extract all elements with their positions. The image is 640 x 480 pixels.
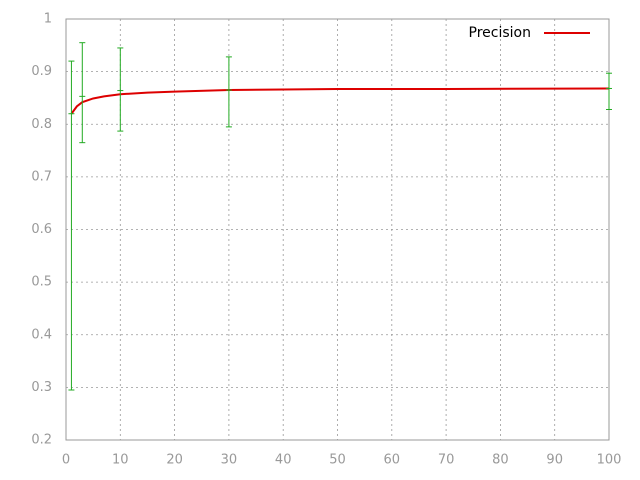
x-tick-label: 60 [384,453,401,468]
x-tick-label: 70 [438,453,455,468]
plot-border [65,18,610,441]
error-bar [225,56,232,128]
x-tick-label: 50 [329,453,346,468]
x-tick-label: 80 [492,453,509,468]
y-tick-label: 0.7 [31,169,52,184]
error-bar [117,47,124,132]
x-tick-label: 10 [112,453,129,468]
x-tick-label: 20 [166,453,183,468]
y-tick-label: 0.3 [31,380,52,395]
y-tick-label: 1 [44,12,52,27]
y-tick-label: 0.5 [31,275,52,290]
x-tick-label: 90 [546,453,563,468]
x-tick-label: 100 [597,453,622,468]
error-bar [606,72,612,111]
y-tick-label: 0.8 [31,117,52,132]
y-tick-label: 0.4 [31,327,52,342]
x-tick-label: 30 [221,453,238,468]
y-tick-label: 0.2 [31,433,52,448]
y-tick-label: 0.6 [31,222,52,237]
error-bar [79,42,86,144]
x-tick-label: 40 [275,453,292,468]
error-bar [68,60,75,391]
y-tick-label: 0.9 [31,64,52,79]
x-tick-label: 0 [62,453,70,468]
legend-label: Precision [469,25,531,41]
